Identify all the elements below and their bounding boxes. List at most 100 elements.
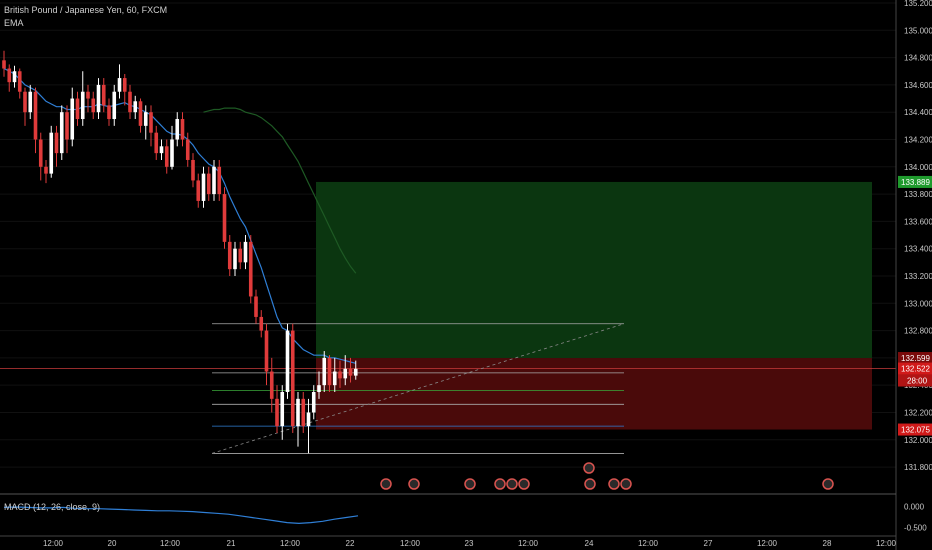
candle-body [264,330,269,372]
candle-body [7,68,12,83]
candle-body [70,98,75,140]
candle-body [280,392,285,427]
candle-body [138,101,143,126]
candle-body [164,146,169,167]
economic-event-icon[interactable] [822,478,834,490]
candle-body [233,248,237,270]
candle-body [75,98,80,120]
economic-event-icon[interactable] [464,478,476,490]
candle-body [49,132,54,174]
candle-body [259,316,264,331]
candle-body [117,78,122,92]
y-tick-label: 134.200 [904,135,932,144]
macd-line [3,506,359,525]
countdown-tag [898,374,932,387]
candle-body [170,139,174,167]
x-tick-label: 22 [346,539,355,548]
y-tick-label: 134.800 [904,54,932,63]
candle-body [296,398,300,427]
economic-event-icon[interactable] [494,478,506,490]
candle-body [38,139,43,167]
candle-body [107,105,111,120]
economic-event-icon[interactable] [408,478,420,490]
candle-body [332,371,337,386]
macd-tick-label: -0.500 [904,524,927,533]
x-tick-label: 12:00 [400,539,421,548]
economic-event-icon[interactable] [584,478,596,490]
candle-body [175,119,180,140]
macd-tick-label: 0.000 [904,503,925,512]
candle-body [122,78,127,92]
candle-body [322,357,327,386]
candle-body [196,180,201,201]
position-zones [0,181,896,430]
candle-body [338,371,342,379]
candle-body [133,101,138,113]
candle-body [59,112,64,154]
candle-body [185,139,190,160]
price-tag-label-target: 133.889 [901,178,930,187]
x-tick-label: 27 [704,539,713,548]
ema-fast-line [3,67,356,364]
time-axis: 12:00 20 12:00 21 12:00 22 12:00 23 12:00 24 12:00… [43,539,897,548]
x-tick-label: 12:00 [280,539,301,548]
price-tag-stop [898,423,932,436]
price-tag-target [898,175,932,188]
candle-body [348,368,353,376]
ema-lines [3,67,357,364]
candle-body [217,166,222,195]
candle-body [154,132,159,154]
y-tick-label: 133.400 [904,245,932,254]
price-tag-label-stop: 132.075 [901,426,930,435]
y-tick-label: 134.000 [904,163,932,172]
candle-body [44,166,48,174]
economic-event-icon[interactable] [583,462,595,474]
x-tick-label: 23 [465,539,474,548]
stop-zone[interactable] [316,358,872,430]
price-tag-label-current: 132.522 [901,365,930,374]
countdown-label: 28:00 [907,377,928,386]
candle-body [149,112,153,133]
candle-body [191,159,195,181]
price-tags: 133.889 132.599 132.522 132.075 28:00 [898,175,932,436]
economic-event-icon[interactable] [506,478,518,490]
y-tick-label: 134.600 [904,81,932,90]
economic-event-icon[interactable] [518,478,530,490]
candle-body [275,398,279,427]
x-tick-label: 12:00 [638,539,659,548]
y-tick-label: 133.000 [904,299,932,308]
candle-body [12,71,17,83]
candle-body [248,241,253,297]
candle-body [128,91,132,113]
candle-body [285,330,290,393]
candle-body [243,241,248,263]
y-tick-label: 133.200 [904,272,932,281]
y-tick-label: 132.200 [904,408,932,417]
candle-body [159,146,164,154]
candle-body [180,119,185,140]
y-tick-label: 132.000 [904,436,932,445]
economic-event-icon[interactable] [608,478,620,490]
economic-event-icon[interactable] [620,478,632,490]
target-zone[interactable] [316,181,872,359]
x-tick-label: 20 [108,539,117,548]
x-tick-label: 21 [227,539,236,548]
candle-body [227,241,232,270]
economic-event-icon[interactable] [380,478,392,490]
candle-body [201,173,206,201]
ema-slow-line [203,107,357,274]
candle-body [206,173,211,195]
price-tag-label-entry: 132.599 [901,354,930,363]
ema-label[interactable]: EMA [4,18,24,28]
y-tick-label: 131.800 [904,463,932,472]
y-tick-label: 134.400 [904,108,932,117]
candle-body [343,368,348,379]
macd-label[interactable]: MACD (12, 26, close, 9) [4,502,101,512]
candle-body [317,385,321,393]
macd-pane: 0.000 -0.500 [0,503,927,537]
candle-body [17,71,22,92]
candle-body [327,357,332,386]
candle-body [86,91,90,99]
x-tick-label: 12:00 [43,539,64,548]
